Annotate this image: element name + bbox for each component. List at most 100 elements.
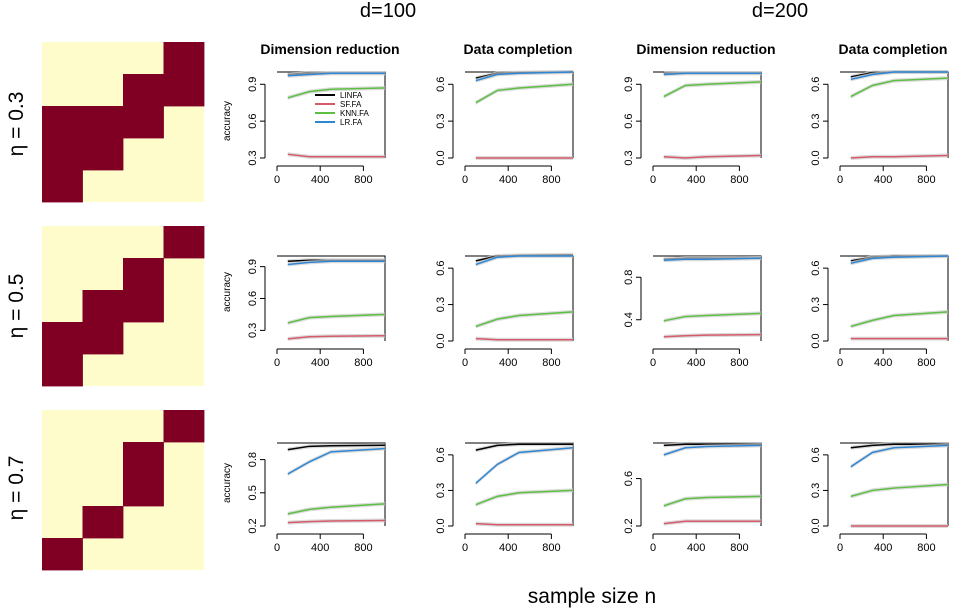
series-line-sf-fa: [663, 333, 762, 338]
y-axis-label-row3: accuracy: [222, 463, 233, 503]
x-axis: 0 400 800: [650, 348, 749, 369]
series-line-linfa: [475, 443, 573, 451]
heatmap-cell: [42, 354, 83, 387]
y-axis: 0.4 0.8: [623, 270, 642, 327]
panel-r0-c3: 0.0 0.3 0.6 0 400 800: [810, 70, 949, 186]
plot-frame: [465, 442, 574, 526]
series-line-knn-fa: [850, 77, 949, 98]
series-line-knn-fa: [287, 503, 386, 515]
band-knn-fa: [663, 79, 761, 99]
x-tick-label: 0: [837, 542, 843, 554]
y-tick-label: 0.6: [247, 113, 259, 128]
panel-r2-c1: 0.0 0.3 0.6 0 400 800: [435, 442, 574, 554]
x-tick-label: 800: [730, 174, 748, 186]
x-tick-label: 400: [687, 542, 705, 554]
plot-frame: [277, 255, 386, 341]
y-tick-label: 0.6: [247, 291, 259, 306]
y-axis-label-row2: accuracy: [222, 272, 233, 312]
series-line-lr-fa: [850, 255, 949, 265]
series-line-knn-fa: [850, 483, 949, 498]
x-tick-label: 0: [837, 174, 843, 186]
x-tick-label: 800: [354, 542, 372, 554]
x-tick-label: 400: [499, 174, 517, 186]
y-tick-label: 0.6: [623, 471, 635, 486]
y-tick-label: 0.8: [247, 452, 259, 467]
series-line-knn-fa: [850, 311, 949, 328]
x-axis: 0 400 800: [462, 165, 561, 186]
x-tick-label: 0: [650, 174, 656, 186]
col-title-datacomp-200: Data completion: [839, 41, 948, 57]
series-line-sf-fa: [850, 154, 949, 159]
panel-r1-c2: 0.4 0.8 0 400 800: [623, 255, 762, 369]
y-tick-label: 0.3: [435, 113, 447, 128]
series-line-linfa: [850, 443, 948, 449]
x-tick-label: 0: [462, 542, 468, 554]
heatmap-cell: [82, 138, 124, 171]
heatmap-cell: [82, 322, 124, 355]
y-tick-label: 0.0: [435, 333, 447, 348]
series-line-lr-fa: [287, 72, 385, 77]
panel-r0-c1: 0.0 0.3 0.6 0 400 800: [435, 70, 574, 186]
heatmap-cell: [42, 538, 83, 571]
series-line-lr-fa: [287, 260, 385, 266]
heatmap-eta-0.5: [42, 226, 205, 387]
series-line-sf-fa: [475, 522, 573, 526]
legend-label: KNN.FA: [340, 109, 370, 118]
series-line-lr-fa: [475, 446, 574, 484]
y-axis: 0.0 0.3 0.6: [435, 260, 454, 349]
series-line-knn-fa: [663, 81, 762, 98]
heatmap-cell: [82, 290, 124, 323]
series-line-lr-fa: [475, 255, 573, 266]
heatmap-cell: [123, 290, 164, 323]
plot-frame: [653, 442, 762, 526]
series-line-sf-fa: [287, 334, 386, 340]
x-tick-label: 400: [687, 174, 705, 186]
row-label-eta-0.7: η = 0.7: [5, 456, 28, 521]
band-knn-fa: [663, 311, 761, 323]
series-line-lr-fa: [287, 447, 386, 475]
x-tick-label: 800: [542, 357, 560, 369]
x-axis: 0 400 800: [274, 348, 373, 369]
col-title-dimred-200: Dimension reduction: [636, 41, 775, 57]
series-line-lr-fa: [850, 444, 949, 468]
x-axis-label: sample size n: [528, 585, 656, 608]
series-line-knn-fa: [287, 87, 386, 99]
x-tick-label: 0: [274, 542, 280, 554]
x-axis: 0 400 800: [837, 533, 936, 554]
y-axis: 0.2 0.6: [623, 471, 642, 534]
x-axis: 0 400 800: [837, 348, 936, 369]
band-knn-fa: [475, 82, 573, 105]
heatmap-eta-0.3: [42, 42, 205, 203]
x-tick-label: 0: [274, 357, 280, 369]
d-label-200: d=200: [752, 0, 808, 22]
y-tick-label: 0.9: [247, 259, 259, 274]
x-tick-label: 400: [874, 542, 892, 554]
x-tick-label: 800: [354, 174, 372, 186]
x-tick-label: 800: [354, 357, 372, 369]
panel-r2-c3: 0.0 0.3 0.6 0 400 800: [810, 442, 949, 554]
y-tick-label: 0.6: [810, 260, 822, 275]
heatmap-cell: [123, 442, 164, 475]
y-tick-label: 0.6: [810, 447, 822, 462]
x-tick-label: 400: [311, 174, 329, 186]
heatmap-cell: [123, 258, 164, 291]
y-axis: 0.0 0.3 0.6: [810, 447, 829, 534]
plot-frame: [840, 255, 949, 341]
y-tick-label: 0.2: [247, 518, 259, 533]
panel-r1-c0: 0.3 0.6 0.9 0 400 800: [247, 255, 386, 369]
row-label-eta-0.5: η = 0.5: [5, 274, 28, 339]
y-tick-label: 0.9: [623, 77, 635, 92]
x-tick-label: 400: [499, 357, 517, 369]
y-tick-label: 0.9: [247, 77, 259, 92]
heatmap-cell: [82, 106, 124, 139]
x-axis: 0 400 800: [650, 533, 749, 554]
series-line-knn-fa: [287, 313, 386, 324]
col-title-datacomp-100: Data completion: [464, 41, 573, 57]
band-knn-fa: [287, 85, 385, 100]
y-axis: 0.0 0.3 0.6: [810, 77, 829, 166]
band-knn-fa: [475, 309, 573, 329]
